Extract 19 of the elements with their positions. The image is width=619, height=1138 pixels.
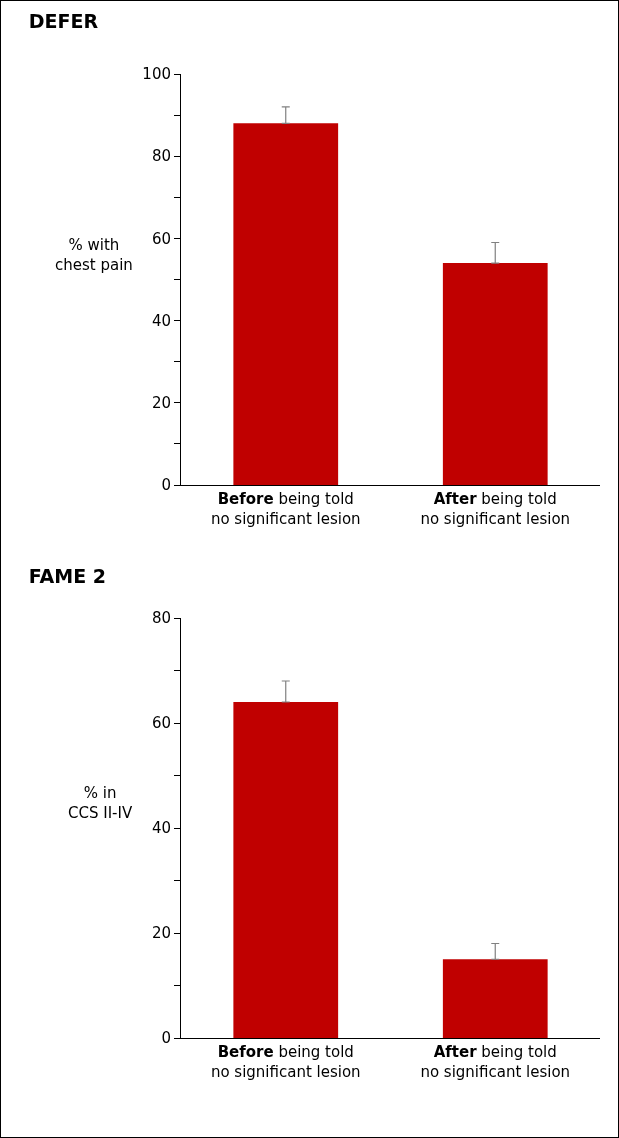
y-tick-label: 0 [161,476,171,495]
y-tick-label: 20 [151,924,171,943]
x-tick-label: After being told no significant lesion [420,490,571,528]
y-tick-label: 40 [151,311,171,330]
y-tick-label: 0 [161,1029,171,1048]
x-tick-label: Before being told no significant lesion [210,490,361,528]
y-tick-label: 60 [151,714,171,733]
y-tick-label: 20 [151,394,171,413]
y-axis-title: % with chest pain [55,236,133,274]
y-tick-label: 80 [151,147,171,166]
x-tick-label: Before being told no significant lesion [210,1043,361,1081]
chart-title: FAME 2 [28,564,106,587]
x-tick-label: After being told no significant lesion [420,1043,571,1081]
y-tick-label: 60 [151,229,171,248]
y-tick-label: 100 [142,65,171,84]
chart-title: DEFER [28,10,99,33]
y-tick-label: 40 [151,819,171,838]
y-tick-label: 80 [151,609,171,628]
y-axis-title: % in CCS II-IV [68,784,133,822]
